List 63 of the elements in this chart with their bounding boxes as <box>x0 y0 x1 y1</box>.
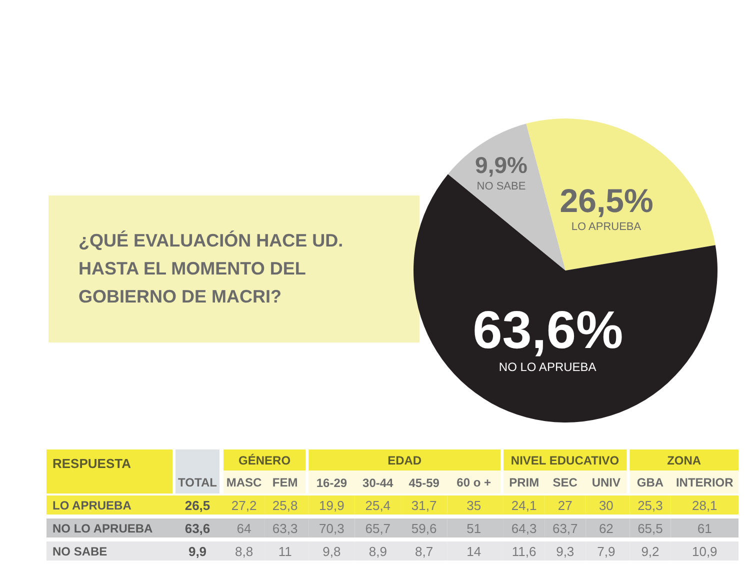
category-label: TOTAL <box>178 476 217 490</box>
data-label: 61 <box>697 521 712 536</box>
category-label: 45-59 <box>408 476 440 490</box>
data-label: 9,2 <box>641 544 660 559</box>
data-label: 28,1 <box>692 498 718 513</box>
data-label: 25,4 <box>365 498 391 513</box>
data-label: 19,9 <box>319 498 344 513</box>
category-label: 30-44 <box>362 476 394 490</box>
data-label: 26,5% <box>560 182 654 220</box>
data-label: 10,9 <box>692 544 718 559</box>
category-label: SEC <box>552 476 578 490</box>
data-label: 11 <box>278 544 292 559</box>
data-label: 63,6% <box>472 301 624 360</box>
text: ¿QUÉ EVALUACIÓN HACE UD. HASTA EL MOMENTO DEL GOBIERNO DE MACRI? <box>78 230 344 306</box>
data-label: 9,8 <box>322 544 341 559</box>
data-label: 31,7 <box>411 498 437 513</box>
slice-label: NO LO APRUEBA <box>498 360 596 374</box>
data-label: 7,9 <box>597 544 616 559</box>
category-label: 60 o + <box>456 476 492 490</box>
text: NO SABE <box>52 544 108 558</box>
data-label: 65,5 <box>638 521 663 536</box>
data-label: 24,1 <box>511 498 537 513</box>
slice-label: LO APRUEBA <box>571 221 642 234</box>
data-label: 8,8 <box>234 544 254 559</box>
data-label: 51 <box>466 521 482 536</box>
data-label: 27 <box>558 498 572 513</box>
data-label: 11,6 <box>512 544 536 559</box>
data-label: 59,6 <box>411 521 437 536</box>
data-label: 30 <box>598 498 614 513</box>
data-label: 70,3 <box>319 521 344 536</box>
data-label: 64 <box>236 521 252 536</box>
data-label: 25,8 <box>272 498 298 513</box>
slice-label: NO SABE <box>476 180 526 192</box>
category-label: PRIM <box>509 476 540 490</box>
category-label: MASC <box>226 476 262 490</box>
category-label: 16-29 <box>316 476 348 490</box>
category-label: GBA <box>636 476 664 490</box>
data-label: 8,7 <box>415 544 434 559</box>
data-label: 35 <box>466 498 482 513</box>
data-label: 63,3 <box>272 521 298 536</box>
text: NIVEL EDUCATIVO <box>510 454 620 468</box>
data-label: 65,7 <box>365 521 391 536</box>
data-label: 14 <box>466 544 482 559</box>
data-label: 8,9 <box>368 544 387 559</box>
data-label: 9,3 <box>556 544 574 559</box>
data-label: 63,6 <box>184 521 210 536</box>
category-label: UNIV <box>592 476 621 490</box>
data-label: 63,7 <box>552 521 578 536</box>
category-label: FEM <box>272 476 298 490</box>
data-label: 26,5 <box>184 498 210 513</box>
data-label: 9,9% <box>475 152 528 178</box>
series-label: NO LO APRUEBA <box>52 522 154 536</box>
text: LO APRUEBA <box>52 498 132 512</box>
text: RESPUESTA <box>52 456 132 471</box>
data-label: 9,9 <box>188 544 207 559</box>
data-label: 64,3 <box>511 521 537 536</box>
data-label: 62 <box>598 521 614 536</box>
text: ZONA <box>667 454 702 468</box>
text: EDAD <box>388 454 422 468</box>
data-label: 25,3 <box>638 498 663 513</box>
category-label: INTERIOR <box>676 476 734 490</box>
text: GÉNERO <box>238 454 291 468</box>
data-label: 27,2 <box>231 498 257 513</box>
